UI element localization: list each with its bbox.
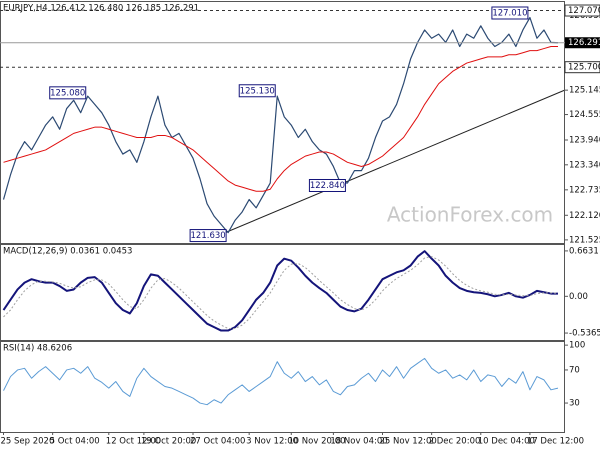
trend-line [221,89,566,235]
x-tick-label: 19 Oct 20:00 [141,437,196,447]
x-tick-label: 25 Sep 2020 [1,437,55,447]
series-line [2,16,559,234]
y-tick-label: 125.145 [569,86,600,96]
y-tick-label: 121.525 [569,235,600,245]
panel-title: EURJPY,H4 126.412 126.480 126.185 126.29… [3,4,199,14]
panel-frame [0,244,565,341]
x-tick-label: 2 Dec 20:00 [429,437,481,447]
last-price-box [565,37,600,49]
level-label-box [564,4,600,17]
annotation-box [49,86,87,100]
x-tick-label: 17 Dec 12:00 [527,437,584,447]
x-tick-label: 10 Nov 20:00 [288,437,345,447]
x-tick-label: 10 Dec 04:00 [478,437,535,447]
panel-title: RSI(14) 48.6206 [3,344,72,354]
series-line [2,250,558,332]
panel-frame [0,1,565,244]
y-tick-label: -0.5365 [569,329,600,339]
annotation-label: 127.010 [492,8,527,18]
annotation-box [308,178,346,192]
series-line [3,46,558,192]
series-line [3,256,559,329]
annotation-label: 125.080 [50,88,85,98]
y-tick-label: 122.735 [569,185,600,195]
annotation-label: 125.130 [240,86,275,96]
y-tick-label: 124.555 [569,110,600,120]
watermark: ActionForex.com [387,203,553,227]
annotation-label: 121.630 [191,231,226,241]
panel-frame [0,341,565,433]
annotation-label: 122.840 [310,181,345,191]
y-tick-label: 122.120 [569,211,600,221]
y-tick-label: 30 [569,399,580,409]
annotation-box [491,6,529,20]
x-tick-label: 3 Nov 12:00 [246,437,298,447]
y-tick-label: 123.940 [569,135,600,145]
level-label-box [564,61,600,74]
last-price-label: 126.291 [568,38,600,48]
level-label: 125.700 [568,63,600,73]
level-label: 127.070 [568,6,600,16]
x-tick-label: 25 Nov 12:00 [380,437,437,447]
panel-title: MACD(12,26,9) 0.0361 0.0453 [3,247,132,257]
annotation-box [238,84,276,98]
annotation-box [189,229,227,243]
x-tick-label: 27 Oct 04:00 [190,437,245,447]
y-tick-label: 0.00 [569,292,588,302]
y-tick-label: 100 [569,341,585,351]
y-tick-label: 0.6631 [569,246,599,256]
x-tick-label: 18 Nov 04:00 [330,437,387,447]
x-tick-label: 5 Oct 04:00 [50,437,100,447]
series-line [3,357,559,406]
x-tick-label: 12 Oct 12:00 [106,437,161,447]
y-tick-label: 123.340 [569,160,600,170]
y-tick-label: 70 [569,365,580,375]
